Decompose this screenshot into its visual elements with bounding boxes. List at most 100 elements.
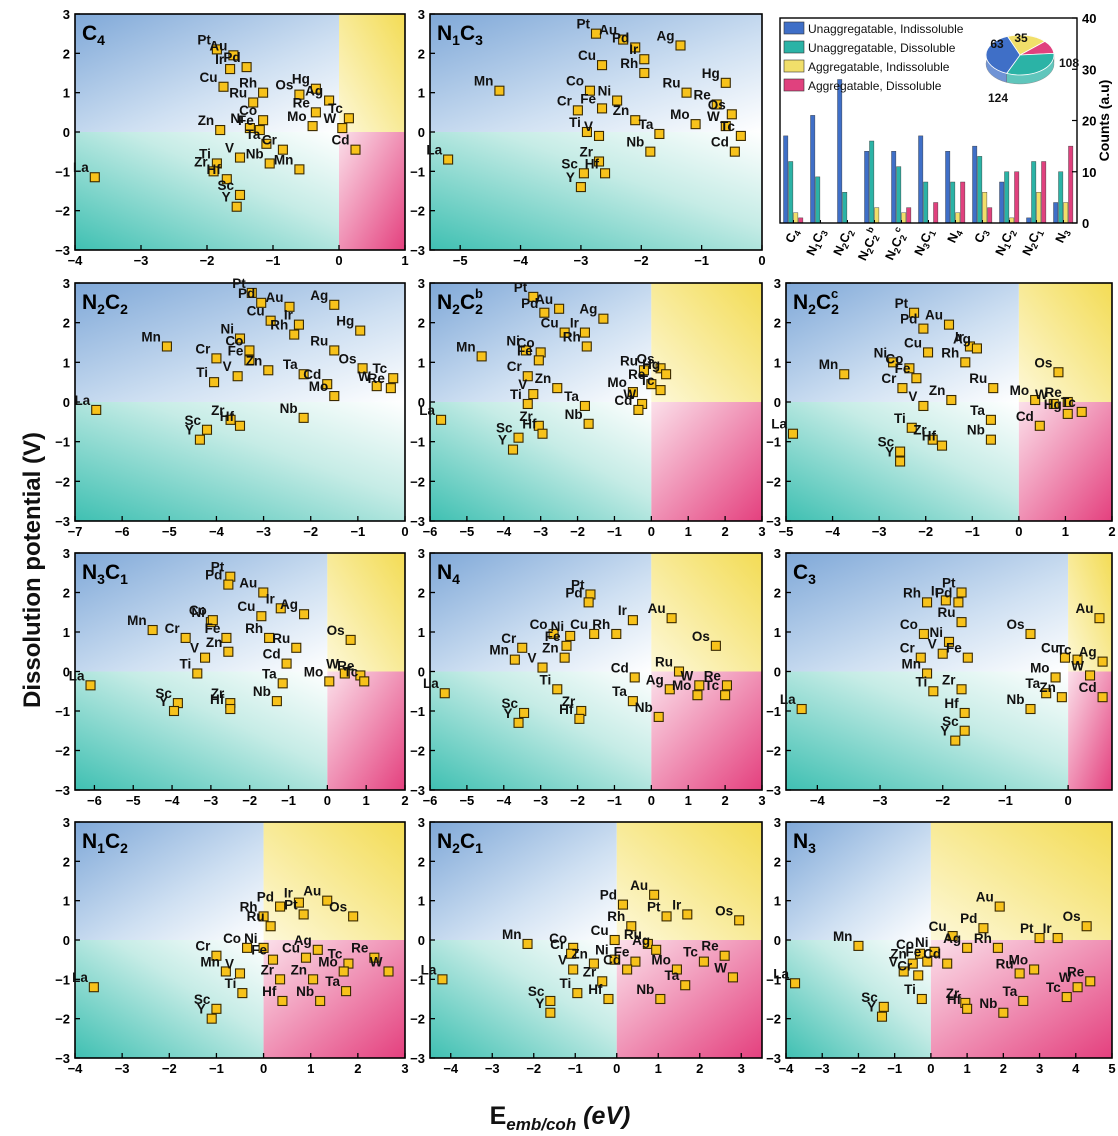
point-label: V — [928, 637, 937, 652]
point-label: Cd — [303, 367, 321, 382]
data-point — [277, 995, 288, 1007]
bar — [1068, 145, 1074, 224]
point-label: Rh — [245, 621, 263, 636]
data-point — [581, 341, 592, 352]
data-point — [299, 609, 310, 620]
panel-frame — [785, 282, 1113, 522]
point-label: Ir — [215, 52, 225, 67]
point-label: Hf — [588, 982, 603, 997]
y-tick-label: 0 — [1082, 216, 1089, 231]
point-label: Rh — [563, 329, 581, 344]
y-tick-label: 2 — [774, 586, 781, 601]
data-point — [680, 980, 691, 991]
data-point — [258, 942, 269, 953]
data-point — [267, 954, 279, 965]
data-point — [710, 640, 721, 651]
point-label: Zn — [613, 103, 630, 118]
data-point — [237, 988, 248, 999]
data-point — [211, 1003, 222, 1014]
point-label: Ir — [618, 603, 628, 618]
data-point — [911, 373, 922, 384]
point-label: Co — [189, 603, 207, 618]
quadrant-unaggregatable-dissoluble — [430, 671, 652, 790]
point-label: Pt — [647, 899, 661, 914]
data-point — [588, 958, 599, 969]
point-label: Tc — [1061, 395, 1076, 410]
data-point — [88, 982, 99, 993]
point-label: Cu — [570, 617, 588, 632]
point-label: Sc — [528, 984, 545, 999]
data-point — [645, 146, 656, 157]
point-label: La — [421, 962, 437, 977]
data-point — [308, 974, 319, 985]
data-point — [209, 377, 220, 388]
quadrant-unaggregatable-dissoluble — [786, 940, 931, 1058]
data-point — [329, 345, 340, 356]
data-point — [694, 680, 705, 691]
data-point — [953, 597, 964, 608]
point-label: Re — [293, 95, 311, 110]
panel-frame — [785, 552, 1113, 791]
data-point — [225, 64, 236, 75]
bar — [1014, 171, 1020, 224]
point-label: Au — [648, 601, 666, 616]
panel-frame — [74, 821, 406, 1059]
data-point — [956, 617, 967, 628]
point-label: Tc — [328, 947, 343, 962]
point-label: Zn — [206, 635, 223, 650]
point-label: Os — [329, 899, 347, 914]
x-tick-label: 2 — [354, 1061, 361, 1076]
point-label: Tc — [704, 678, 719, 693]
point-label: Rh — [240, 899, 258, 914]
x-tick-label: 2 — [1000, 1061, 1007, 1076]
point-label: Os — [708, 97, 726, 112]
data-point — [218, 81, 229, 92]
x-tick-label: 1 — [685, 793, 692, 808]
y-tick-label: 10 — [1082, 165, 1096, 180]
category-label: N2C2b — [853, 225, 885, 264]
x-tick-label: −3 — [115, 1061, 130, 1076]
data-point — [294, 89, 305, 100]
data-point — [675, 40, 686, 51]
panel-label: N3 — [793, 830, 816, 856]
y-tick-label: 3 — [774, 276, 781, 291]
point-label: Ni — [191, 605, 205, 620]
point-label: Cd — [711, 135, 729, 150]
quadrant-aggregatable-dissoluble — [651, 402, 762, 521]
panel-label: N4 — [437, 561, 460, 587]
data-point — [439, 688, 450, 699]
panel-frame — [74, 282, 406, 522]
data-point — [898, 966, 909, 977]
point-label: Mo — [1030, 660, 1050, 675]
y-tick-label: −1 — [410, 435, 425, 450]
x-tick-label: −3 — [134, 253, 149, 268]
point-label: Zn — [535, 371, 552, 386]
data-point — [617, 899, 629, 910]
y-tick-label: 3 — [63, 815, 70, 830]
y-tick-label: 2 — [418, 854, 425, 869]
data-point — [942, 958, 953, 969]
data-point — [630, 42, 641, 53]
x-tick-label: −4 — [496, 524, 512, 539]
point-label: Ti — [894, 411, 906, 426]
point-label: Pt — [211, 560, 225, 575]
data-point — [522, 371, 533, 382]
y-tick-label: 3 — [418, 546, 425, 561]
point-label: Sc — [496, 421, 513, 436]
y-tick-label: 3 — [63, 276, 70, 291]
pie-label: 63 — [990, 37, 1004, 51]
point-label: V — [518, 377, 527, 392]
data-point — [337, 123, 348, 134]
bar — [950, 181, 956, 224]
point-label: Nb — [979, 996, 997, 1011]
data-point — [341, 986, 352, 997]
quadrant-unaggregatable-indissoluble — [786, 822, 931, 940]
point-label: Zr — [211, 403, 225, 418]
data-point — [293, 897, 304, 908]
data-point — [1053, 367, 1064, 378]
data-point — [937, 648, 948, 659]
point-label: Pd — [205, 568, 222, 583]
point-label: Zr — [194, 154, 208, 169]
panel-label: N2C2c — [793, 286, 839, 317]
point-label: W — [681, 668, 694, 683]
